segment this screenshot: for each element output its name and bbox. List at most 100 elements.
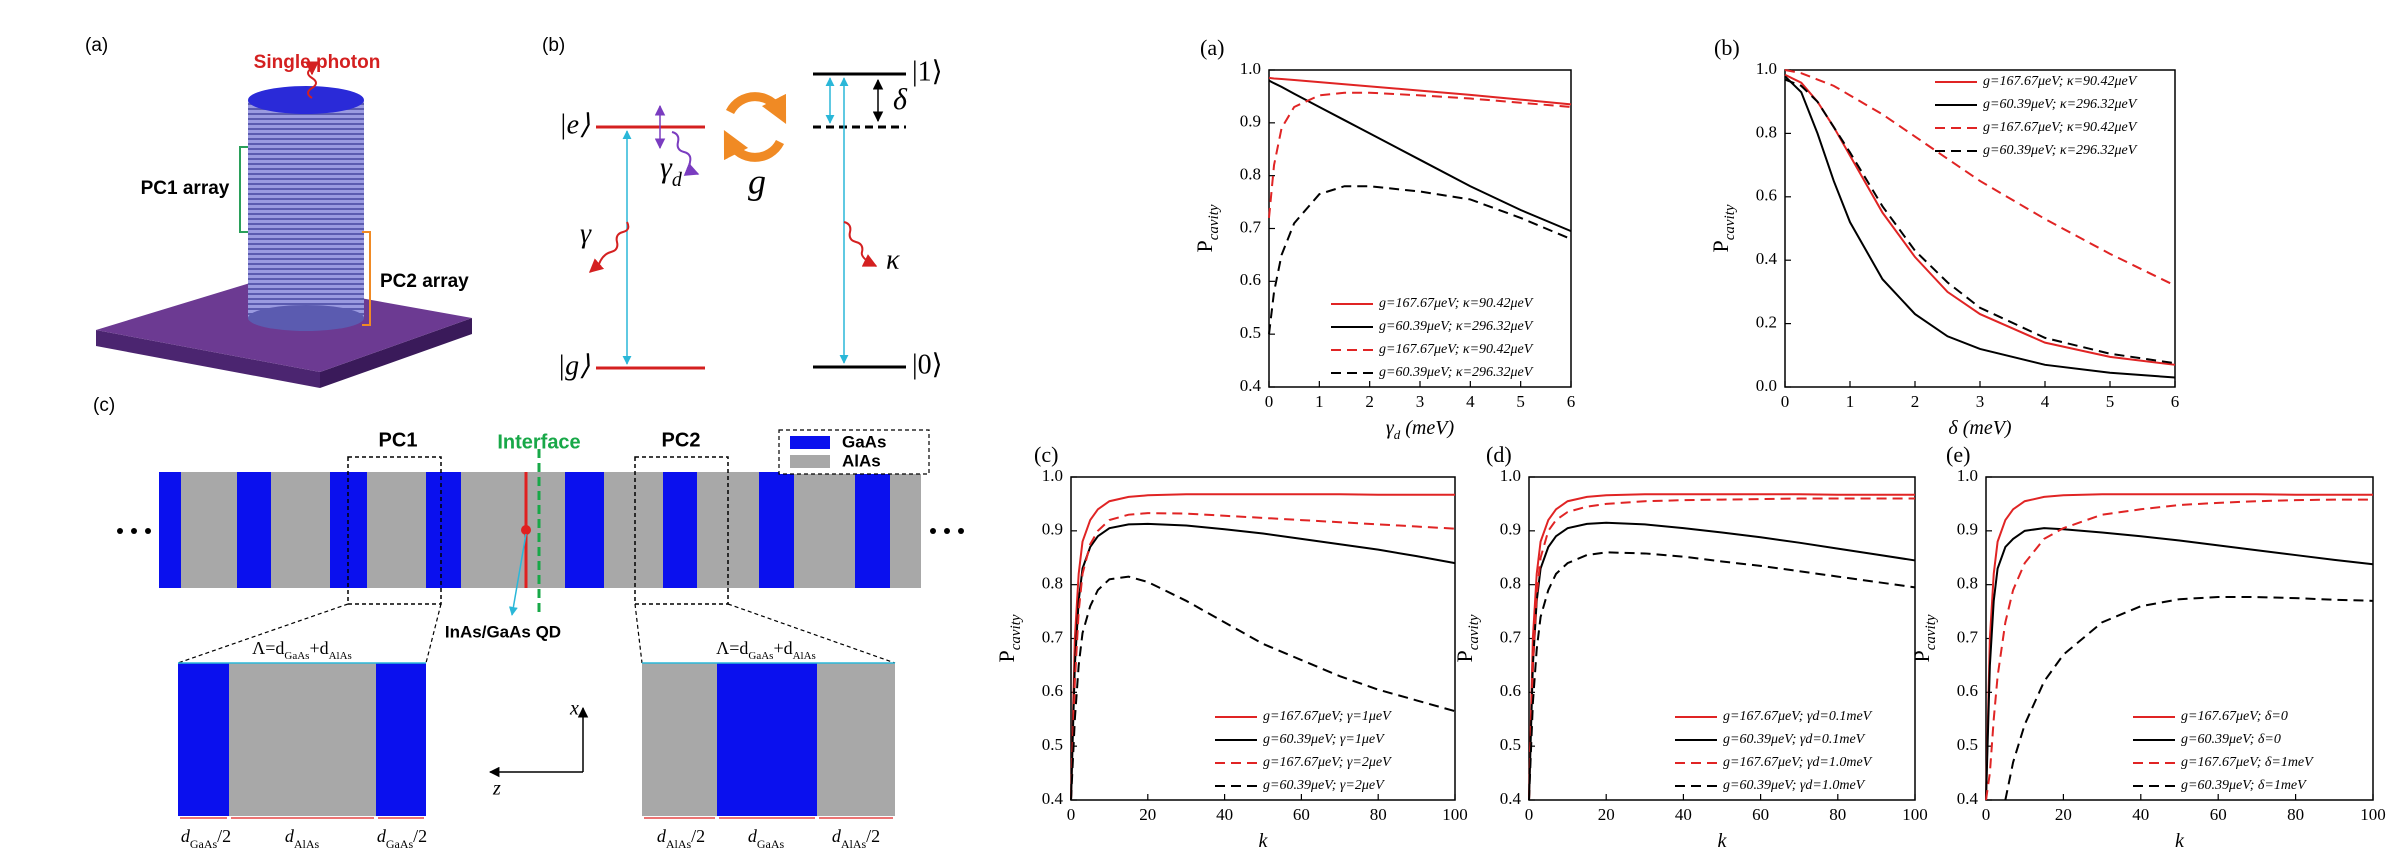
width-label: dGaAs/2 bbox=[181, 826, 231, 851]
y-axis-label: Pcavity bbox=[1452, 614, 1482, 662]
width-label: dAlAs/2 bbox=[657, 826, 705, 851]
text-part: Λ=d bbox=[716, 638, 748, 658]
legend-label: g=60.39μeV; γ=1μeV bbox=[1263, 732, 1385, 747]
chart: (c) 0.4 0.5 0.6 0.7 0.8 0.9 1.0 0 20 40 60 80 100 k Pca… bbox=[994, 442, 1468, 852]
x-tick-label: 2 bbox=[1365, 392, 1374, 411]
zoom-gaas bbox=[178, 663, 229, 816]
series-line bbox=[1528, 497, 1915, 801]
plot-frame bbox=[1985, 476, 2374, 801]
zoom-gaas bbox=[376, 663, 426, 816]
y-tick-label: 0.7 bbox=[1240, 217, 1262, 236]
text-part: d bbox=[285, 826, 295, 846]
legend-label: g=167.67μeV; γ=1μeV bbox=[1263, 709, 1392, 724]
series-line bbox=[1070, 493, 1455, 801]
qd-pointer bbox=[508, 533, 527, 616]
gamma-wave bbox=[588, 221, 630, 273]
y-tick-label: 0.8 bbox=[1240, 165, 1261, 184]
x-axis-label: k bbox=[1259, 830, 1269, 852]
x-axis-label: k bbox=[1718, 830, 1728, 852]
x-tick-label: 60 bbox=[1293, 805, 1310, 824]
x-tick-label: 80 bbox=[1370, 805, 1387, 824]
y-tick-label: 0.4 bbox=[1042, 789, 1064, 808]
series-line bbox=[1985, 527, 2374, 801]
x-tick-label: 20 bbox=[2055, 805, 2072, 824]
text-part: k bbox=[2175, 830, 2185, 852]
text-part: +d bbox=[773, 638, 792, 658]
text-part: P bbox=[1708, 240, 1733, 252]
gamma-d-symbol: γ bbox=[660, 151, 673, 184]
series-line bbox=[1985, 493, 2373, 801]
width-label: dAlAs/2 bbox=[832, 826, 880, 851]
text-sub: AlAs bbox=[841, 837, 867, 851]
ket-1: |1⟩ bbox=[912, 56, 943, 87]
x-tick-label: 40 bbox=[1216, 805, 1233, 824]
ket-e: |e⟩ bbox=[559, 109, 590, 140]
series-line bbox=[1070, 512, 1456, 801]
chart: (b) 0.0 0.2 0.4 0.6 0.8 1.0 0 1 2 3 4 5 6 δ (meV) Pcavi… bbox=[1708, 35, 2179, 439]
pc1-box bbox=[347, 456, 442, 605]
ket-0: |0⟩ bbox=[912, 349, 943, 380]
charts: (a) 0.4 0.5 0.6 0.7 0.8 0.9 1.0 0 1 2 3 4 5 6 γd (meV) P… bbox=[994, 35, 2386, 852]
pc1-label: PC1 bbox=[379, 429, 418, 451]
single-photon-label: Single photon bbox=[254, 52, 381, 73]
y-tick-label: 0.5 bbox=[1957, 735, 1978, 754]
panel-label: (a) bbox=[85, 35, 108, 56]
text-sub: GaAs bbox=[748, 650, 773, 662]
text-sub: cavity bbox=[1466, 614, 1482, 650]
panel-label: (a) bbox=[1200, 35, 1224, 60]
text-sub: AlAs bbox=[329, 650, 352, 662]
series-line bbox=[1784, 69, 2176, 287]
text-sub: GaAs bbox=[757, 837, 785, 851]
zoom-alas bbox=[229, 663, 376, 816]
gaas-layers bbox=[159, 472, 890, 588]
series-line bbox=[1784, 78, 2176, 365]
series-line bbox=[1268, 79, 1572, 233]
text-part: P bbox=[1909, 650, 1934, 662]
panel-label: (b) bbox=[542, 35, 565, 56]
text-part: δ (meV) bbox=[1948, 417, 2011, 439]
coupling-arrow bbox=[723, 129, 785, 162]
coupling-arrow bbox=[725, 92, 787, 125]
width-label: dGaAs/2 bbox=[377, 826, 427, 851]
text-part: P bbox=[994, 650, 1019, 662]
series-line bbox=[1784, 75, 2176, 379]
panel-label: (d) bbox=[1486, 442, 1512, 467]
text-part: P bbox=[1192, 240, 1217, 252]
pc2-bracket bbox=[362, 231, 371, 326]
legend-label: g=60.39μeV; γ=2μeV bbox=[1263, 778, 1385, 793]
text-sub: cavity bbox=[1722, 204, 1738, 240]
stack bbox=[159, 472, 921, 588]
x-axis-label: x bbox=[569, 698, 579, 720]
x-axis-label: γd (meV) bbox=[1386, 417, 1455, 443]
x-tick-label: 6 bbox=[1567, 392, 1576, 411]
legend-label: g=60.39μeV; κ=296.32μeV bbox=[1379, 365, 1534, 380]
zoom-alas bbox=[642, 663, 717, 816]
legend-label: g=60.39μeV; κ=296.32μeV bbox=[1379, 319, 1534, 334]
pillar bbox=[248, 100, 364, 318]
x-tick-label: 20 bbox=[1598, 805, 1615, 824]
period-label: Λ=dGaAs+dAlAs bbox=[716, 638, 816, 661]
pillar-top bbox=[248, 86, 364, 114]
gamma-label: γ bbox=[580, 218, 592, 249]
kappa-label: κ bbox=[886, 244, 900, 275]
x-axis-label: k bbox=[2175, 830, 2185, 852]
y-tick-label: 0.6 bbox=[1500, 681, 1521, 700]
y-tick-label: 0.7 bbox=[1957, 627, 1979, 646]
series-line bbox=[1268, 185, 1572, 335]
panel-label: (e) bbox=[1946, 442, 1970, 467]
y-tick-label: 0.4 bbox=[1957, 789, 1979, 808]
x-tick-label: 5 bbox=[2106, 392, 2115, 411]
text-sub: GaAs bbox=[190, 837, 218, 851]
y-tick-label: 0.8 bbox=[1957, 574, 1978, 593]
text-part: /2 bbox=[691, 826, 705, 846]
x-tick-label: 6 bbox=[2171, 392, 2180, 411]
panel-label: (c) bbox=[93, 395, 115, 416]
y-tick-label: 1.0 bbox=[1500, 466, 1521, 485]
text-sub: cavity bbox=[1206, 204, 1222, 240]
kappa-wave bbox=[843, 221, 878, 267]
gamma-d-label: γd bbox=[660, 151, 683, 191]
x-tick-label: 80 bbox=[1829, 805, 1846, 824]
y-tick-label: 0.5 bbox=[1500, 735, 1521, 754]
pillar-base bbox=[248, 305, 364, 331]
